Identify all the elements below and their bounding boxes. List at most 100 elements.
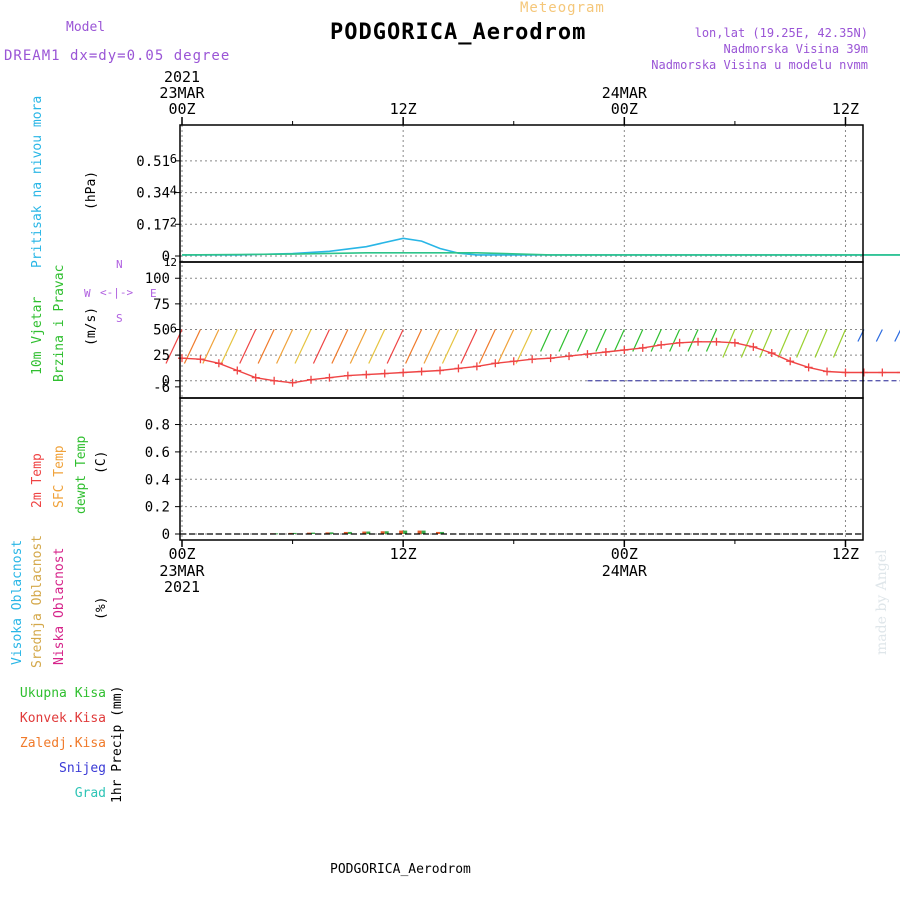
bottom-time-label: 12Z	[390, 545, 417, 563]
temp-ytick-label: 0.6	[145, 445, 170, 461]
wind-barb	[239, 329, 257, 364]
wind-ytick-label: 25	[153, 348, 170, 364]
precip-bar-convective	[343, 531, 348, 534]
pressure-ytick-label: 0.51	[136, 154, 170, 170]
precip-bar-total	[274, 533, 279, 535]
wind-barb	[687, 329, 699, 352]
wind-point-marker	[657, 340, 666, 349]
precip-bar-convective	[325, 532, 330, 534]
wind-point-marker	[417, 367, 426, 376]
precip-bar-total	[384, 531, 389, 534]
wind-barb	[202, 329, 220, 364]
wind-barb	[540, 329, 552, 352]
bottom-time-label: 12Z	[832, 545, 859, 563]
bottom-time-label: 00Z	[168, 545, 195, 563]
wind-barb	[423, 329, 441, 364]
wind-barb	[331, 329, 349, 364]
wind-barb	[312, 329, 330, 364]
precip-freezing: Zaledj.Kisa	[19, 736, 106, 751]
precip-legend: Ukupna Kisa Konvek.Kisa Zaledj.Kisa Snij…	[0, 686, 106, 806]
wind-point-marker	[546, 354, 555, 363]
temp-ytick-label: 0	[162, 527, 170, 543]
wind-point-marker	[712, 337, 721, 346]
wind-point-marker	[288, 378, 297, 387]
wind-point-marker	[878, 368, 887, 377]
wind-point-marker	[841, 368, 850, 377]
wind-point-marker	[233, 366, 242, 375]
pressure-ytick-alt-label: 2	[170, 215, 177, 229]
precip-bar-total	[421, 530, 426, 534]
top-year-label: 2021	[164, 68, 200, 86]
precip-total-rain: Ukupna Kisa	[19, 686, 106, 701]
wind-barb	[613, 329, 625, 352]
precip-bar-convective	[399, 530, 404, 534]
wind-point-marker	[399, 368, 408, 377]
pressure-ytick-label: 0.34	[136, 186, 170, 202]
model-label: Model	[66, 20, 106, 35]
wind-point-marker	[583, 350, 592, 359]
wind-point-marker	[620, 345, 629, 354]
precip-bar-convective	[380, 531, 385, 534]
wind-point-marker	[786, 357, 795, 366]
wind-point-marker	[343, 371, 352, 380]
top-time-label: 12Z	[390, 100, 417, 118]
wind-barb	[405, 329, 423, 364]
wind-barb	[441, 329, 459, 364]
precip-bar-total	[440, 531, 445, 534]
temp-ytick-label: 0.2	[145, 500, 170, 516]
wind-barb	[276, 329, 294, 364]
wind-ytick-label: -6	[153, 380, 170, 396]
station-elevation: Nadmorska Visina 39m	[723, 42, 869, 56]
pressure-series-line-2	[181, 252, 900, 256]
wind-point-marker	[804, 363, 813, 372]
footer-station: PODGORICA_Aerodrom	[330, 862, 471, 877]
pressure-ytick-alt-label: 4	[170, 184, 177, 198]
wind-barb	[220, 329, 238, 364]
precip-bar-total	[311, 532, 316, 534]
wind-barb	[386, 329, 404, 364]
wind-point-marker	[472, 362, 481, 371]
wind-point-marker	[694, 337, 703, 346]
top-time-label: 00Z	[611, 100, 638, 118]
wind-point-marker	[730, 338, 739, 347]
wind-barb	[759, 329, 773, 358]
wind-point-marker	[823, 367, 832, 376]
wind-barb	[515, 329, 533, 364]
compass-south: S	[116, 312, 123, 325]
wind-point-marker	[307, 375, 316, 384]
precip-bar-total	[403, 530, 408, 534]
wind-series-line-1	[181, 341, 900, 384]
wind-point-marker	[528, 355, 537, 364]
credit-text: made by Angel	[874, 549, 890, 656]
wind-barb	[832, 329, 847, 358]
wind-point-marker	[896, 371, 900, 374]
compass-west: W	[84, 287, 91, 300]
wind-barb	[722, 329, 736, 358]
wind-point-marker	[601, 348, 610, 357]
wind-point-marker	[362, 370, 371, 379]
compass-arrows-icon: <-|->	[100, 286, 134, 299]
wind-ytick-label: 0	[162, 374, 170, 390]
bottom-date-label: 24MAR	[602, 562, 648, 580]
wind-point-marker	[638, 343, 647, 352]
chart-subtitle: Meteogram	[520, 0, 605, 16]
wind-barb	[257, 329, 275, 364]
model-elevation: Nadmorska Visina u modelu nvmm	[651, 58, 868, 72]
precip-bar-total	[329, 532, 334, 534]
top-time-label: 12Z	[832, 100, 859, 118]
precip-bar-convective	[362, 531, 367, 534]
wind-barb	[669, 329, 681, 352]
compass-north: N	[116, 258, 123, 271]
model-name: DREAM1 dx=dy=0.05 degree	[4, 48, 231, 64]
precip-bar-total	[292, 532, 297, 534]
temp-ytick-label: 0.4	[145, 472, 170, 488]
panel-frame	[179, 397, 864, 541]
pressure-series-line-1	[182, 237, 900, 256]
wind-ytick-label: 100	[145, 271, 170, 287]
precip-bar-convective	[436, 531, 441, 534]
bottom-date-label: 23MAR	[159, 562, 205, 580]
wind-point-marker	[196, 355, 205, 364]
wind-barb	[349, 329, 367, 364]
wind-point-marker	[491, 359, 500, 368]
